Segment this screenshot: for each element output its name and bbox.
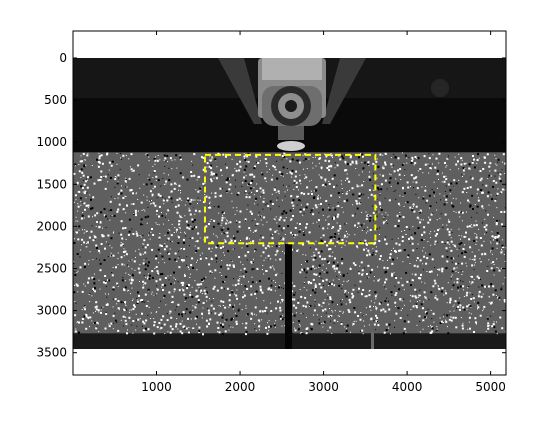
- y-axis: 0 500 1000 1500 2000 2500 3000 3500: [36, 51, 506, 360]
- loading-clevis: [218, 58, 449, 151]
- support-rod: [371, 332, 374, 349]
- notch: [285, 244, 292, 349]
- x-axis: 1000 2000 3000 4000 5000: [141, 31, 506, 394]
- y-tick-label: 3000: [36, 304, 67, 318]
- photo: [73, 58, 506, 349]
- y-tick-label: 500: [44, 93, 67, 107]
- roi-dashed-rectangle: [203, 153, 377, 245]
- x-tick-label: 5000: [475, 380, 506, 394]
- y-tick-label: 2000: [36, 219, 67, 233]
- y-tick-label: 2500: [36, 262, 67, 276]
- x-tick-label: 2000: [225, 380, 256, 394]
- y-tick-label: 1500: [36, 177, 67, 191]
- x-tick-label: 4000: [392, 380, 423, 394]
- speckle-pattern: [73, 152, 506, 336]
- y-tick-label: 1000: [36, 135, 67, 149]
- x-tick-label: 1000: [141, 380, 172, 394]
- y-tick-label: 3500: [36, 346, 67, 360]
- axes-frame: [72, 30, 507, 376]
- x-tick-label: 3000: [308, 380, 339, 394]
- y-tick-label: 0: [59, 51, 67, 65]
